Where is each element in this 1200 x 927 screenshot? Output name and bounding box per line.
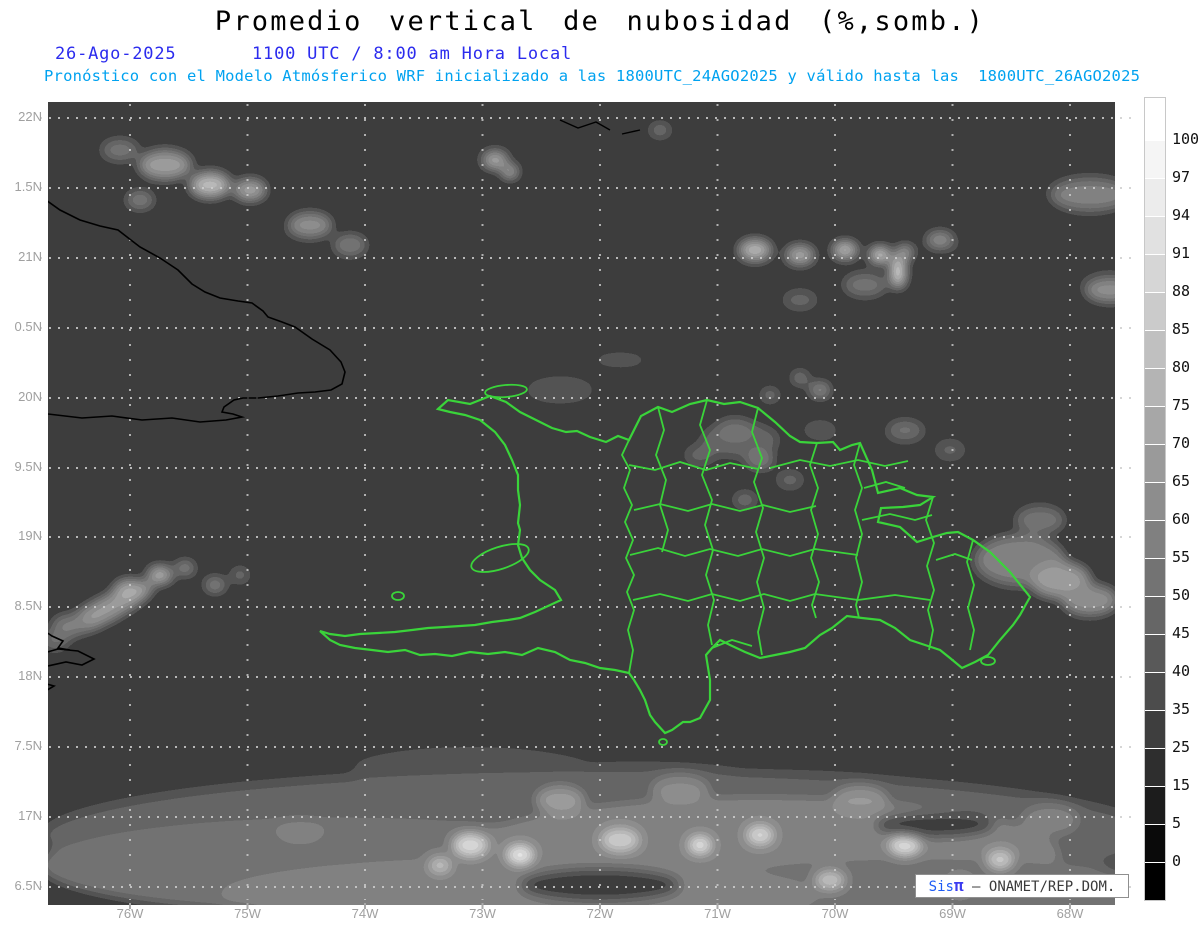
valid-time-label: 1100 UTC / 8:00 am Hora Local	[252, 44, 573, 64]
colorbar-tick-label: 60	[1172, 510, 1191, 528]
lat-tick-label: 1.5N	[14, 179, 42, 194]
lon-tick-label: 69W	[939, 906, 966, 921]
lat-tick-label: 18N	[18, 668, 42, 683]
colorbar-tick-label: 94	[1172, 206, 1191, 224]
lon-tick-label: 73W	[469, 906, 496, 921]
colorbar-tick-label: 88	[1172, 282, 1191, 300]
colorbar-tick-label: 15	[1172, 776, 1191, 794]
lon-tick-label: 72W	[586, 906, 614, 921]
colorbar-segment	[1145, 711, 1165, 749]
colorbar-segment	[1145, 141, 1165, 179]
colorbar-segment	[1145, 369, 1165, 407]
colorbar-segment	[1145, 521, 1165, 559]
lat-tick-label: 0.5N	[14, 319, 42, 334]
saona-island	[980, 656, 996, 666]
colorbar-segment	[1145, 445, 1165, 483]
lon-tick-label: 76W	[116, 906, 144, 921]
watermark-org: – ONAMET/REP.DOM.	[963, 879, 1116, 895]
colorbar-segment	[1145, 825, 1165, 863]
gonave-island	[470, 543, 530, 573]
beata-island	[658, 738, 668, 746]
lat-tick-label: 20N	[18, 389, 42, 404]
hispaniola-coastline	[319, 394, 1032, 735]
model-run-info: Pronóstico con el Modelo Atmósferico WRF…	[44, 67, 1141, 85]
colorbar-tick-label: 85	[1172, 320, 1191, 338]
colorbar-segment	[1145, 179, 1165, 217]
colorbar-segment	[1145, 483, 1165, 521]
colorbar-tick-label: 75	[1172, 396, 1191, 414]
colorbar-segment	[1145, 863, 1165, 900]
lat-tick-label: 17N	[18, 808, 42, 823]
colorbar-segment	[1145, 635, 1165, 673]
colorbar-segment	[1145, 217, 1165, 255]
latlon-grid	[40, 104, 1136, 909]
colorbar-tick-label: 40	[1172, 662, 1191, 680]
small-islands	[391, 383, 996, 746]
colorbar-tick-label: 35	[1172, 700, 1191, 718]
lon-tick-label: 68W	[1056, 906, 1084, 921]
lat-tick-label: 7.5N	[14, 738, 42, 753]
colorbar-tick-label: 100	[1172, 130, 1200, 148]
lon-tick-label: 74W	[351, 906, 379, 921]
watermark-brand: Sis	[928, 879, 954, 895]
valid-date-label: 26-Ago-2025	[55, 44, 177, 64]
jamaica-coastline	[48, 632, 96, 691]
colorbar-tick-label: 65	[1172, 472, 1191, 490]
colorbar-tick-label: 91	[1172, 244, 1191, 262]
colorbar-tick-label: 70	[1172, 434, 1191, 452]
colorbar-segment	[1145, 787, 1165, 825]
colorbar-segment	[1145, 293, 1165, 331]
colorbar-tick-label: 50	[1172, 586, 1191, 604]
colorbar-segment	[1145, 559, 1165, 597]
colorbar-tick-label: 55	[1172, 548, 1191, 566]
coastlines-layer	[48, 119, 1032, 746]
lat-tick-label: 21N	[18, 249, 42, 264]
tortuga-island	[484, 383, 528, 399]
colorbar-segment	[1145, 98, 1165, 141]
colorbar-segment	[1145, 331, 1165, 369]
page-title: Promedio vertical de nubosidad (%,somb.)	[214, 6, 986, 37]
lat-tick-label: 6.5N	[14, 878, 42, 893]
colorbar-tick-label: 25	[1172, 738, 1191, 756]
colorbar-tick-label: 97	[1172, 168, 1191, 186]
cloud-cover-colorbar	[1144, 97, 1166, 901]
cloud-field	[48, 102, 1115, 905]
cayemites-island	[391, 591, 405, 601]
colorbar-segment	[1145, 407, 1165, 445]
lat-tick-label: 9.5N	[14, 459, 42, 474]
colorbar-tick-label: 80	[1172, 358, 1191, 376]
province-borders	[620, 399, 975, 674]
colorbar-segment	[1145, 673, 1165, 711]
lat-tick-label: 8.5N	[14, 598, 42, 613]
bahamas-cays-coastline	[559, 119, 641, 135]
lon-tick-label: 70W	[821, 906, 849, 921]
colorbar-tick-label: 5	[1172, 814, 1182, 832]
cuba-coastline	[48, 200, 346, 423]
colorbar-segment	[1145, 597, 1165, 635]
pi-logo-glyph: π	[953, 876, 964, 895]
colorbar-tick-label: 45	[1172, 624, 1191, 642]
lon-tick-label: 75W	[234, 906, 261, 921]
lon-tick-label: 71W	[704, 906, 731, 921]
lat-tick-label: 19N	[18, 528, 42, 543]
lat-tick-label: 22N	[18, 109, 42, 124]
colorbar-tick-label: 0	[1172, 852, 1182, 870]
colorbar-segment	[1145, 255, 1165, 293]
watermark-badge: Sisπ – ONAMET/REP.DOM.	[915, 874, 1129, 898]
colorbar-segment	[1145, 749, 1165, 787]
